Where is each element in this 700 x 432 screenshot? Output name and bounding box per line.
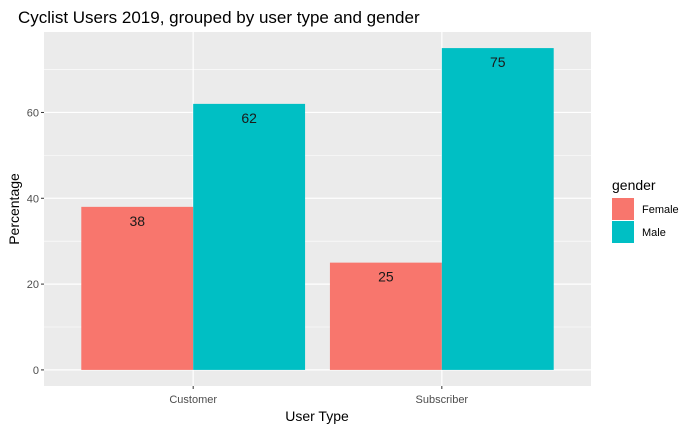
y-tick-label: 40 [27, 193, 39, 205]
y-axis-title: Percentage [6, 173, 22, 245]
data-label: 75 [490, 54, 506, 70]
x-axis-title: User Type [285, 408, 349, 424]
data-label: 25 [378, 269, 394, 285]
y-axis: 0 20 40 60 [27, 107, 44, 377]
bar-female-subscriber [329, 262, 442, 370]
x-tick-label: Subscriber [416, 394, 469, 406]
chart-title: Cyclist Users 2019, grouped by user type… [18, 8, 420, 27]
y-tick-label: 20 [27, 279, 39, 291]
data-labels: 38 62 25 75 [129, 54, 505, 285]
data-label: 62 [241, 110, 257, 126]
legend-label-female: Female [642, 204, 679, 216]
x-tick-label: Customer [169, 394, 217, 406]
legend-key-male [612, 221, 634, 243]
legend: gender Female Male [612, 177, 679, 243]
x-axis: Customer Subscriber [169, 386, 468, 406]
bar-female-customer [81, 206, 194, 370]
bar-male-subscriber [441, 48, 554, 370]
y-tick-label: 60 [27, 107, 39, 119]
bars [81, 48, 554, 370]
legend-label-male: Male [642, 227, 666, 239]
legend-title: gender [612, 177, 656, 193]
legend-key-female [612, 198, 634, 220]
data-label: 38 [129, 213, 145, 229]
y-tick-label: 0 [33, 365, 39, 377]
bar-male-customer [193, 103, 306, 370]
